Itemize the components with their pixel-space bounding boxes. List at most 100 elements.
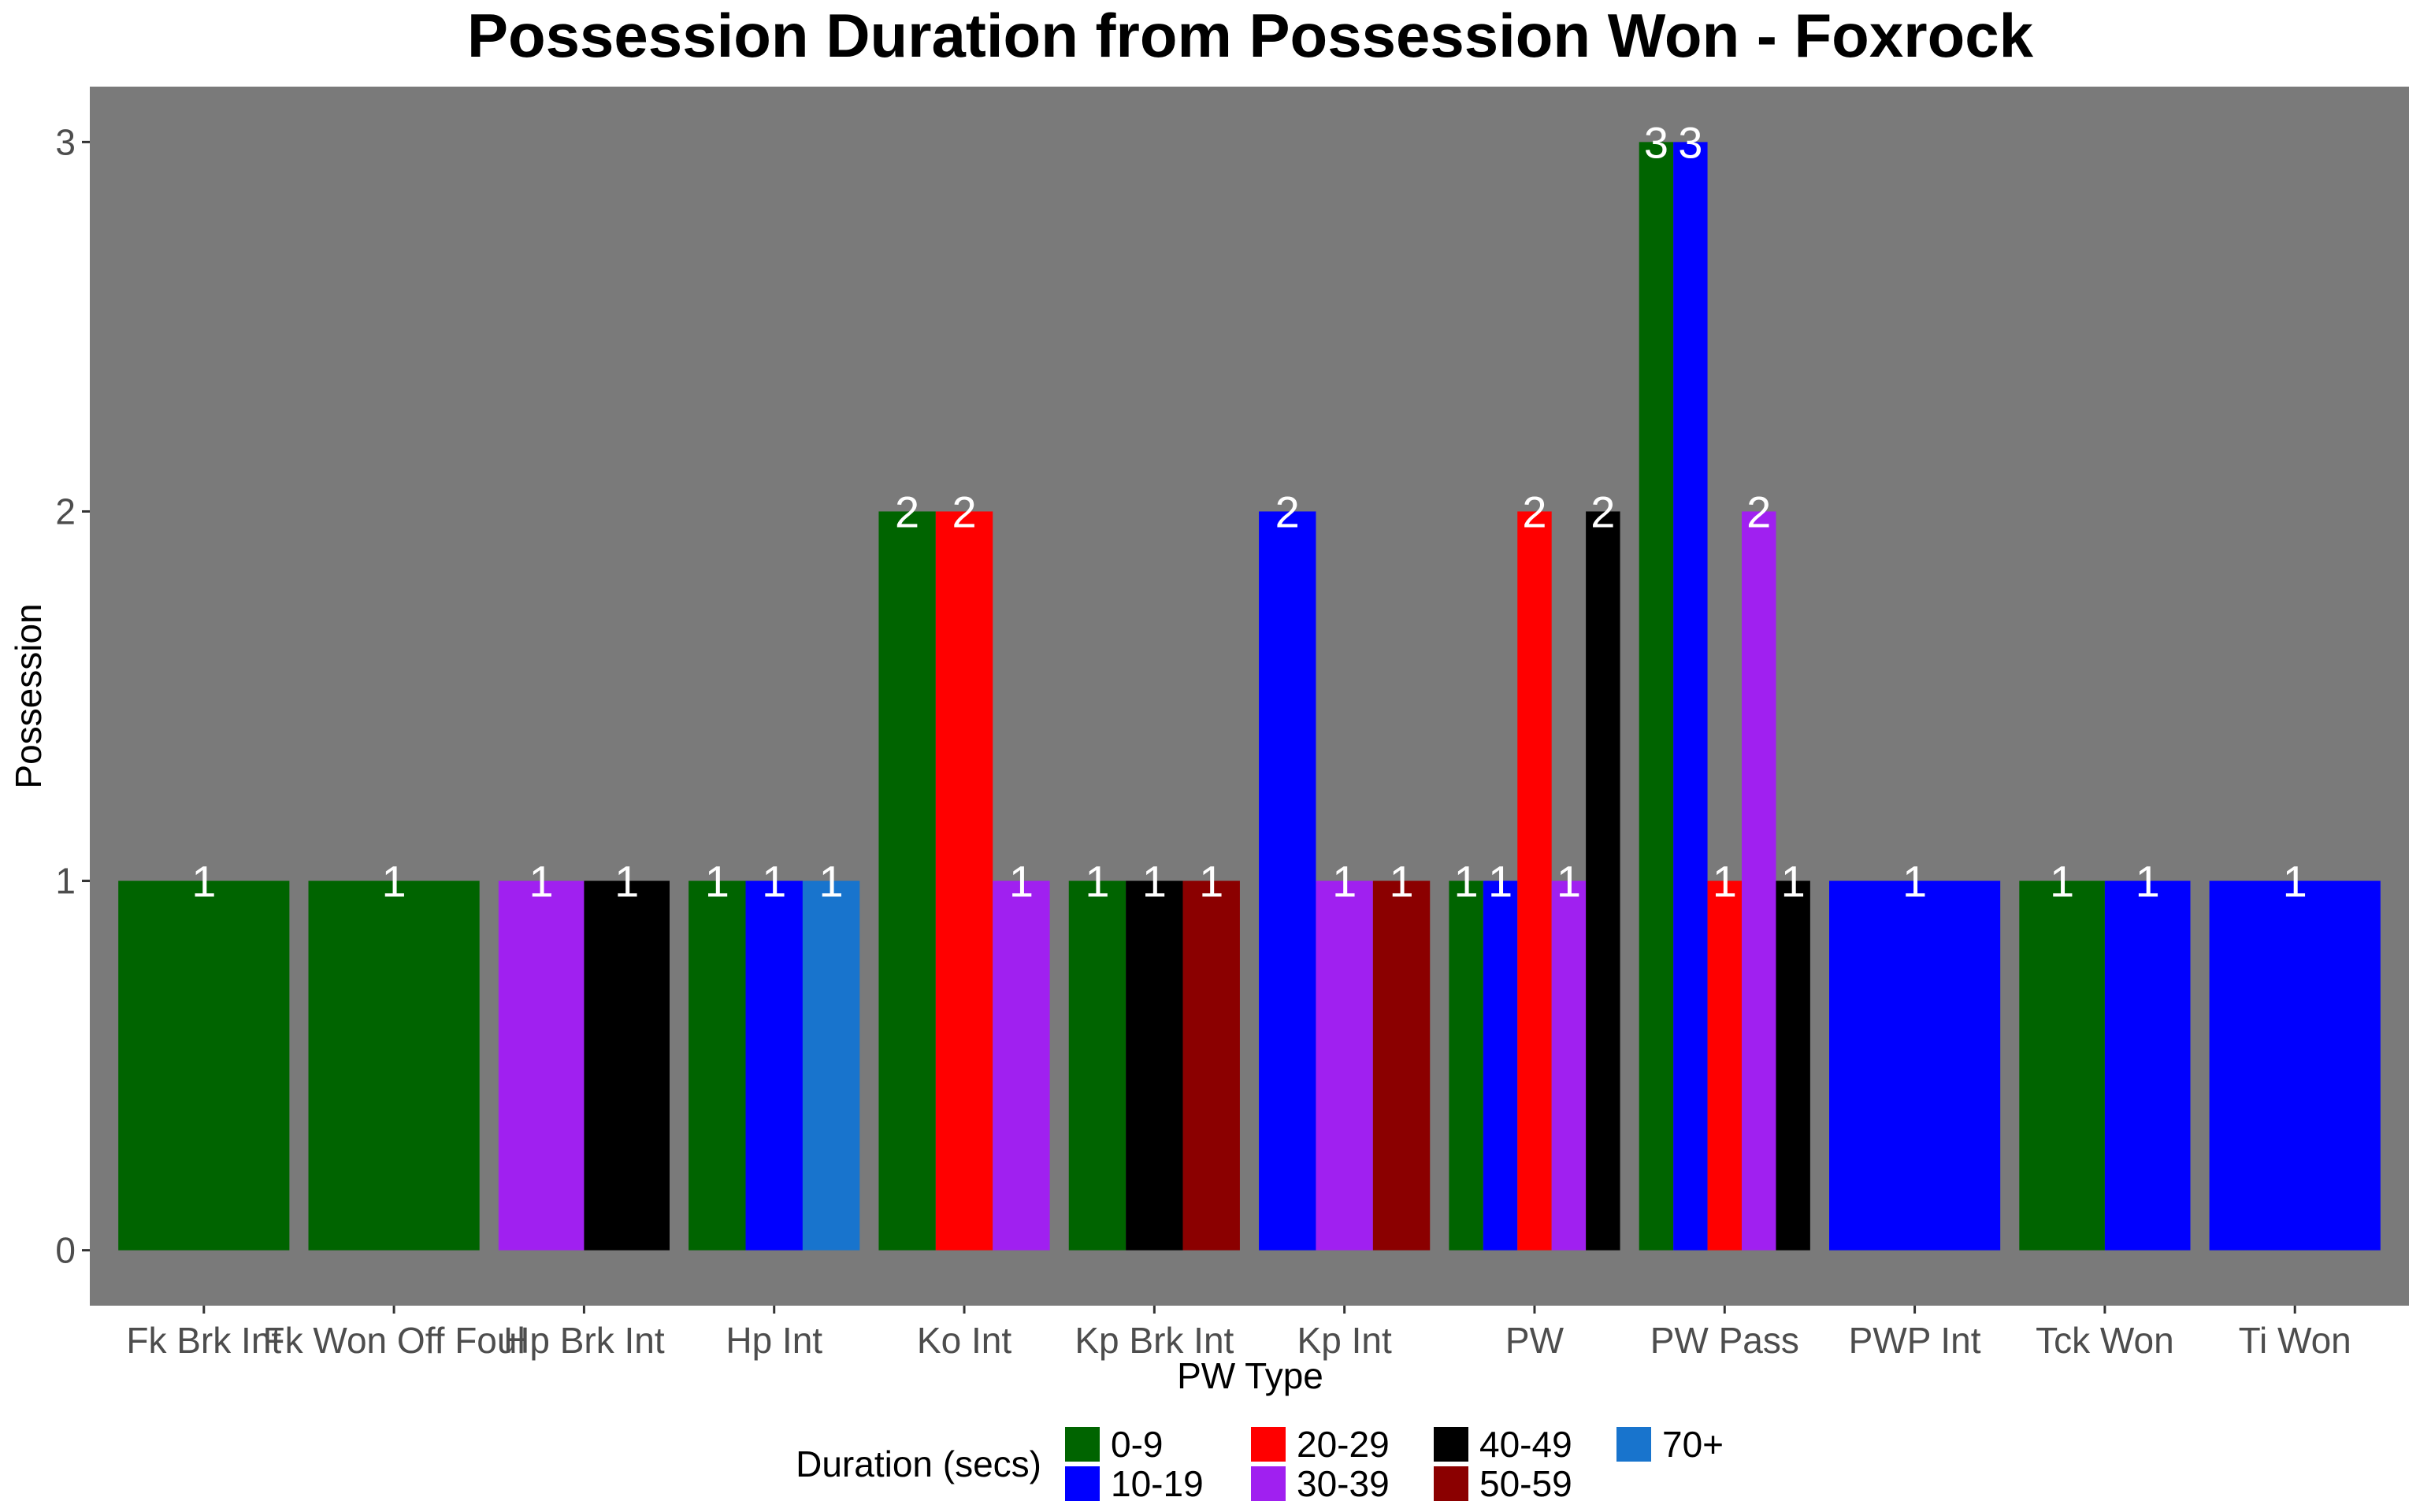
- legend-label: 30-39: [1297, 1463, 1390, 1504]
- bar-value-label: 1: [1332, 857, 1357, 906]
- bar-value-label: 1: [1199, 857, 1223, 906]
- bar-value-label: 3: [1644, 117, 1668, 167]
- bar: [1741, 511, 1776, 1251]
- bar-value-label: 1: [762, 857, 786, 906]
- legend-key: [1616, 1427, 1651, 1462]
- bar: [1639, 142, 1674, 1251]
- x-axis-title: PW Type: [1177, 1355, 1323, 1396]
- x-tick-label: Hp Brk Int: [503, 1320, 665, 1361]
- legend-key: [1065, 1427, 1100, 1462]
- bar: [498, 880, 585, 1251]
- legend-label: 10-19: [1111, 1463, 1204, 1504]
- legend-key: [1251, 1427, 1286, 1462]
- legend-label: 70+: [1662, 1424, 1724, 1465]
- bar-value-label: 2: [1522, 487, 1546, 536]
- bar: [1483, 880, 1518, 1251]
- bar-value-label: 1: [1142, 857, 1167, 906]
- bar-value-label: 1: [191, 857, 216, 906]
- bar: [745, 880, 803, 1251]
- legend-label: 40-49: [1479, 1424, 1572, 1465]
- bar-value-label: 1: [1902, 857, 1927, 906]
- bar: [1316, 880, 1373, 1251]
- bar: [118, 880, 290, 1251]
- x-tick-label: Fk Won Off Foul: [263, 1320, 525, 1361]
- bar: [584, 880, 670, 1251]
- y-tick-label: 2: [55, 491, 76, 532]
- bar-value-label: 1: [705, 857, 729, 906]
- bar-value-label: 1: [819, 857, 844, 906]
- bar-value-label: 1: [529, 857, 554, 906]
- bar: [1586, 511, 1620, 1251]
- x-tick-label: PW Pass: [1650, 1320, 1799, 1361]
- legend-key: [1251, 1466, 1286, 1501]
- y-tick-label: 1: [55, 861, 76, 902]
- bar-value-label: 1: [1389, 857, 1413, 906]
- x-tick-label: Ko Int: [917, 1320, 1011, 1361]
- bar: [1551, 880, 1587, 1251]
- bar-value-label: 1: [2136, 857, 2160, 906]
- bar: [1517, 511, 1552, 1251]
- bar: [935, 511, 993, 1251]
- bar: [878, 511, 936, 1251]
- bar: [689, 880, 746, 1251]
- legend-key: [1434, 1466, 1468, 1501]
- bar-value-label: 1: [1488, 857, 1512, 906]
- legend-label: 20-29: [1297, 1424, 1390, 1465]
- x-tick-label: PWP Int: [1849, 1320, 1981, 1361]
- bar-value-label: 2: [895, 487, 919, 536]
- y-axis: 0 1 2 3: [55, 121, 90, 1271]
- legend-label: 0-9: [1111, 1424, 1163, 1465]
- bar-value-label: 1: [1009, 857, 1034, 906]
- bar: [1182, 880, 1240, 1251]
- bar-value-label: 1: [1781, 857, 1806, 906]
- bar-value-label: 2: [1590, 487, 1615, 536]
- bar-value-label: 3: [1678, 117, 1702, 167]
- bar-value-label: 1: [1085, 857, 1109, 906]
- bar: [1372, 880, 1431, 1251]
- x-tick-label: Kp Int: [1297, 1320, 1392, 1361]
- bar: [1068, 880, 1126, 1251]
- y-axis-title: Possession: [8, 603, 49, 788]
- bar: [1126, 880, 1183, 1251]
- x-tick-label: Ti Won: [2239, 1320, 2351, 1361]
- legend-title: Duration (secs): [796, 1443, 1041, 1484]
- bar-value-label: 1: [614, 857, 639, 906]
- bar: [993, 880, 1050, 1251]
- bar: [308, 880, 480, 1251]
- bar: [1776, 880, 1810, 1251]
- bar: [1707, 880, 1742, 1251]
- bar: [2019, 880, 2105, 1251]
- y-tick-label: 0: [55, 1230, 76, 1271]
- x-tick-label: Kp Brk Int: [1075, 1320, 1234, 1361]
- chart-title: Possession Duration from Possession Won …: [467, 1, 2034, 70]
- bar-value-label: 1: [1713, 857, 1737, 906]
- bar-value-label: 2: [952, 487, 976, 536]
- bar: [1259, 511, 1316, 1251]
- x-tick-label: Fk Brk Int: [126, 1320, 281, 1361]
- bar-value-label: 1: [382, 857, 406, 906]
- bar-value-label: 1: [1557, 857, 1581, 906]
- bar-value-label: 2: [1275, 487, 1300, 536]
- bar: [1829, 880, 2001, 1251]
- x-tick-label: PW: [1505, 1320, 1564, 1361]
- bar-value-label: 1: [2050, 857, 2074, 906]
- bar-value-label: 1: [2283, 857, 2307, 906]
- bar: [2104, 880, 2191, 1251]
- x-tick-label: Tck Won: [2036, 1320, 2174, 1361]
- bar: [802, 880, 860, 1251]
- bar: [2209, 880, 2381, 1251]
- legend-key: [1434, 1427, 1468, 1462]
- bar: [1449, 880, 1483, 1251]
- bar-value-label: 2: [1746, 487, 1771, 536]
- legend-key: [1065, 1466, 1100, 1501]
- bars-layer: [118, 142, 2381, 1251]
- legend-label: 50-59: [1479, 1463, 1572, 1504]
- bar: [1673, 142, 1708, 1251]
- y-tick-label: 3: [55, 121, 76, 162]
- bar-value-label: 1: [1454, 857, 1479, 906]
- x-tick-label: Hp Int: [726, 1320, 822, 1361]
